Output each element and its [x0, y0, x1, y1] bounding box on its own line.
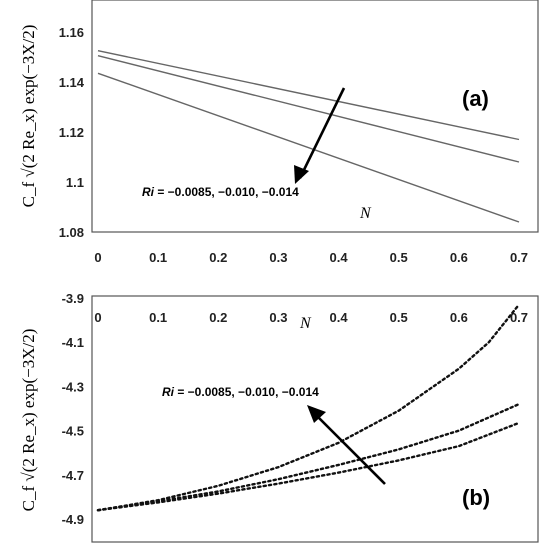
panel-a-label: (a)	[462, 86, 489, 111]
panel-a-frame	[91, 0, 539, 233]
panel-a-annotation: Ri = −0.0085, −0.010, −0.014	[142, 185, 299, 199]
panel-b-series	[96, 303, 521, 512]
panel-b-label: (b)	[462, 485, 490, 510]
panel-a-y-tick-4: 1.08	[59, 225, 84, 240]
panel-b-y-tick-3: -4.5	[62, 424, 84, 439]
panel-b-y-tick-4: -4.7	[62, 468, 84, 483]
panel-a-series-line-1	[97, 50, 520, 141]
panel-b-ri-values: = −0.0085, −0.010, −0.014	[174, 385, 319, 399]
panel-b-y-tick-1: -4.1	[62, 335, 84, 350]
panel-a-x-tick-3: 0.3	[269, 250, 287, 265]
panel-a-series-line-3	[97, 72, 520, 223]
panel-a-ri-symbol: Ri	[142, 185, 155, 199]
panel-a-x-ticks: 0 0.1 0.2 0.3 0.4 0.5 0.6 0.7	[94, 250, 528, 265]
panel-a-x-tick-1: 0.1	[149, 250, 167, 265]
panel-b-arrow-head	[307, 405, 326, 423]
panel-a-series-line-2	[97, 55, 520, 163]
panel-a-x-tick-7: 0.7	[510, 250, 528, 265]
panel-b-x-ticks: 0 0.1 0.2 0.3 0.4 0.5 0.6 0.7	[94, 310, 528, 325]
panel-b-frame	[91, 295, 539, 543]
panel-a-y-tick-0: 1.16	[59, 25, 84, 40]
panel-b-x-tick-5: 0.5	[390, 310, 408, 325]
panel-a-x-tick-5: 0.5	[390, 250, 408, 265]
panel-a-y-label-text: C_f √(2 Re_x) exp(−3X/2)	[19, 25, 38, 208]
panel-b-y-label-text: C_f √(2 Re_x) exp(−3X/2)	[19, 329, 38, 512]
panel-b-x-tick-1: 0.1	[149, 310, 167, 325]
panel-b-x-tick-0: 0	[94, 310, 101, 325]
panel-a-x-tick-4: 0.4	[330, 250, 349, 265]
panel-b-y-tick-2: -4.3	[62, 379, 84, 394]
panel-a: 1.161.141.121.11.08 0 0.1 0.2 0.3 0.4 0.5 0.6 0…	[19, 0, 539, 265]
panel-a-x-tick-6: 0.6	[450, 250, 468, 265]
panel-a-y-tick-1: 1.14	[59, 75, 85, 90]
panel-a-x-tick-2: 0.2	[209, 250, 227, 265]
panel-b-arrow-shaft	[314, 413, 386, 485]
panel-b: -3.9 -4.1 -4.3 -4.5 -4.7 -4.9 0 0.1 0.2 0.3 0.4 0.…	[19, 291, 539, 543]
panel-b-x-tick-3: 0.3	[269, 310, 287, 325]
panel-a-x-variable: N	[359, 205, 372, 222]
panel-b-series-line-1	[96, 303, 521, 512]
panel-b-y-label: C_f √(2 Re_x) exp(−3X/2)	[19, 329, 38, 512]
panel-a-arrow-shaft	[298, 87, 346, 179]
panel-b-x-tick-2: 0.2	[209, 310, 227, 325]
panel-b-series-line-2	[96, 402, 521, 512]
panel-a-y-label: C_f √(2 Re_x) exp(−3X/2)	[19, 25, 38, 208]
panel-a-arrow-head	[294, 165, 309, 184]
panel-b-y-tick-0: -3.9	[62, 291, 84, 306]
panel-b-annotation: Ri = −0.0085, −0.010, −0.014	[162, 385, 319, 399]
panel-a-series	[97, 50, 520, 223]
panel-b-x-tick-4: 0.4	[330, 310, 349, 325]
panel-b-series-line-3	[96, 421, 521, 512]
panel-b-y-tick-5: -4.9	[62, 512, 84, 527]
panel-b-ri-symbol: Ri	[162, 385, 175, 399]
panel-a-y-tick-2: 1.12	[59, 125, 84, 140]
panel-a-y-ticks: 1.16 1.14 1.12 1.1 1.08	[59, 25, 85, 240]
panel-b-x-tick-6: 0.6	[450, 310, 468, 325]
panel-a-x-tick-0: 0	[94, 250, 101, 265]
panel-b-y-ticks: -3.9 -4.1 -4.3 -4.5 -4.7 -4.9	[62, 291, 84, 527]
panel-b-x-variable: N	[299, 315, 312, 332]
panel-a-y-tick-3: 1.1	[66, 175, 84, 190]
panel-a-ri-values: = −0.0085, −0.010, −0.014	[154, 185, 299, 199]
panel-b-x-tick-7: 0.7	[510, 310, 528, 325]
